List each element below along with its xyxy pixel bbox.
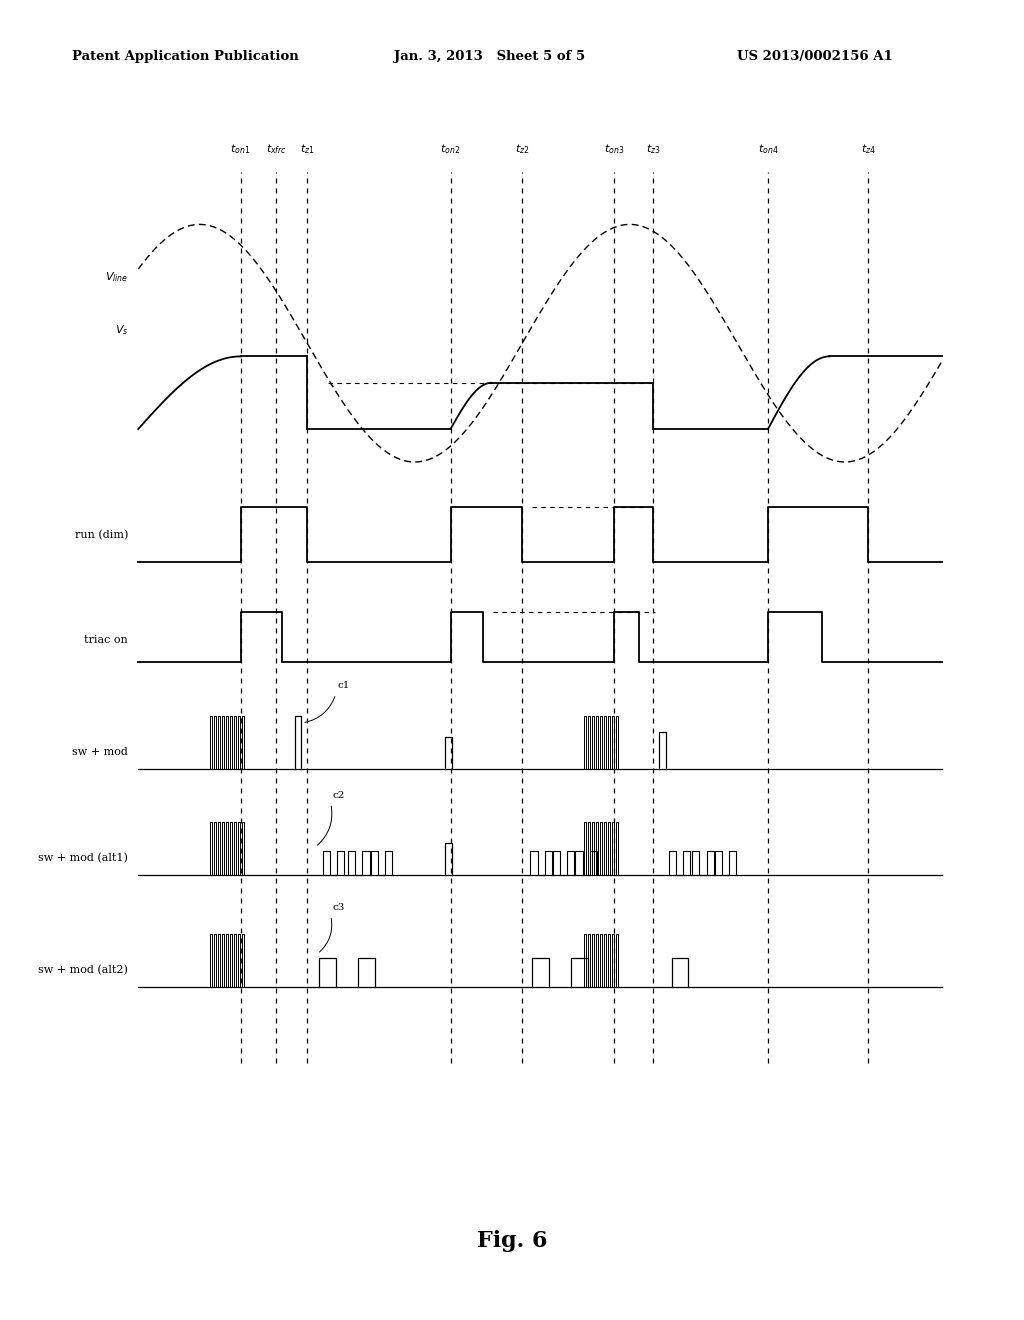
Text: sw + mod (alt2): sw + mod (alt2) [38,965,128,975]
Text: $t_{on4}$: $t_{on4}$ [758,143,778,156]
Text: $V_{line}$: $V_{line}$ [104,271,128,284]
Text: $t_{xfrc}$: $t_{xfrc}$ [266,143,287,156]
Text: c1: c1 [338,681,350,690]
Text: $t_{on2}$: $t_{on2}$ [440,143,461,156]
Text: $V_s$: $V_s$ [115,323,128,337]
Text: sw + mod (alt1): sw + mod (alt1) [38,853,128,863]
Text: Jan. 3, 2013   Sheet 5 of 5: Jan. 3, 2013 Sheet 5 of 5 [394,50,586,63]
Text: $t_{z4}$: $t_{z4}$ [861,143,876,156]
Text: $t_{z3}$: $t_{z3}$ [646,143,660,156]
Text: c2: c2 [333,791,345,800]
Text: $t_{z1}$: $t_{z1}$ [300,143,314,156]
Text: triac on: triac on [84,635,128,645]
Text: Fig. 6: Fig. 6 [477,1230,547,1251]
Text: c3: c3 [333,903,345,912]
Text: Patent Application Publication: Patent Application Publication [72,50,298,63]
Text: $t_{on1}$: $t_{on1}$ [230,143,251,156]
Text: run (dim): run (dim) [75,529,128,540]
Text: $t_{on3}$: $t_{on3}$ [604,143,625,156]
Text: sw + mod: sw + mod [72,747,128,758]
Text: $t_{z2}$: $t_{z2}$ [515,143,529,156]
Text: US 2013/0002156 A1: US 2013/0002156 A1 [737,50,893,63]
